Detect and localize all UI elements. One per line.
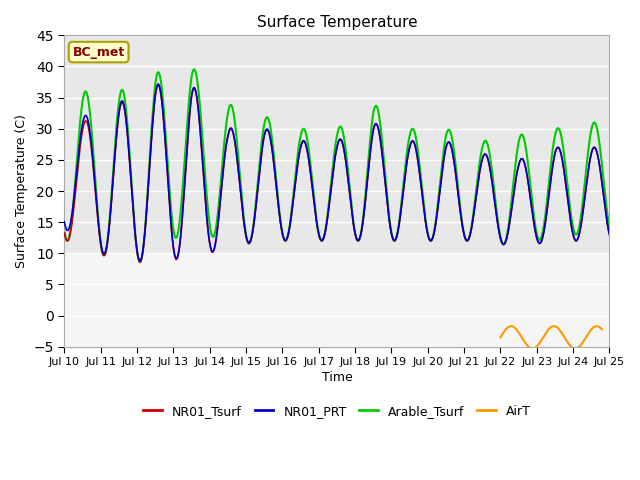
Title: Surface Temperature: Surface Temperature <box>257 15 417 30</box>
X-axis label: Time: Time <box>321 372 352 384</box>
Text: BC_met: BC_met <box>72 46 125 59</box>
Legend: NR01_Tsurf, NR01_PRT, Arable_Tsurf, AirT: NR01_Tsurf, NR01_PRT, Arable_Tsurf, AirT <box>138 400 536 423</box>
Y-axis label: Surface Temperature (C): Surface Temperature (C) <box>15 114 28 268</box>
Bar <box>65 253 609 347</box>
